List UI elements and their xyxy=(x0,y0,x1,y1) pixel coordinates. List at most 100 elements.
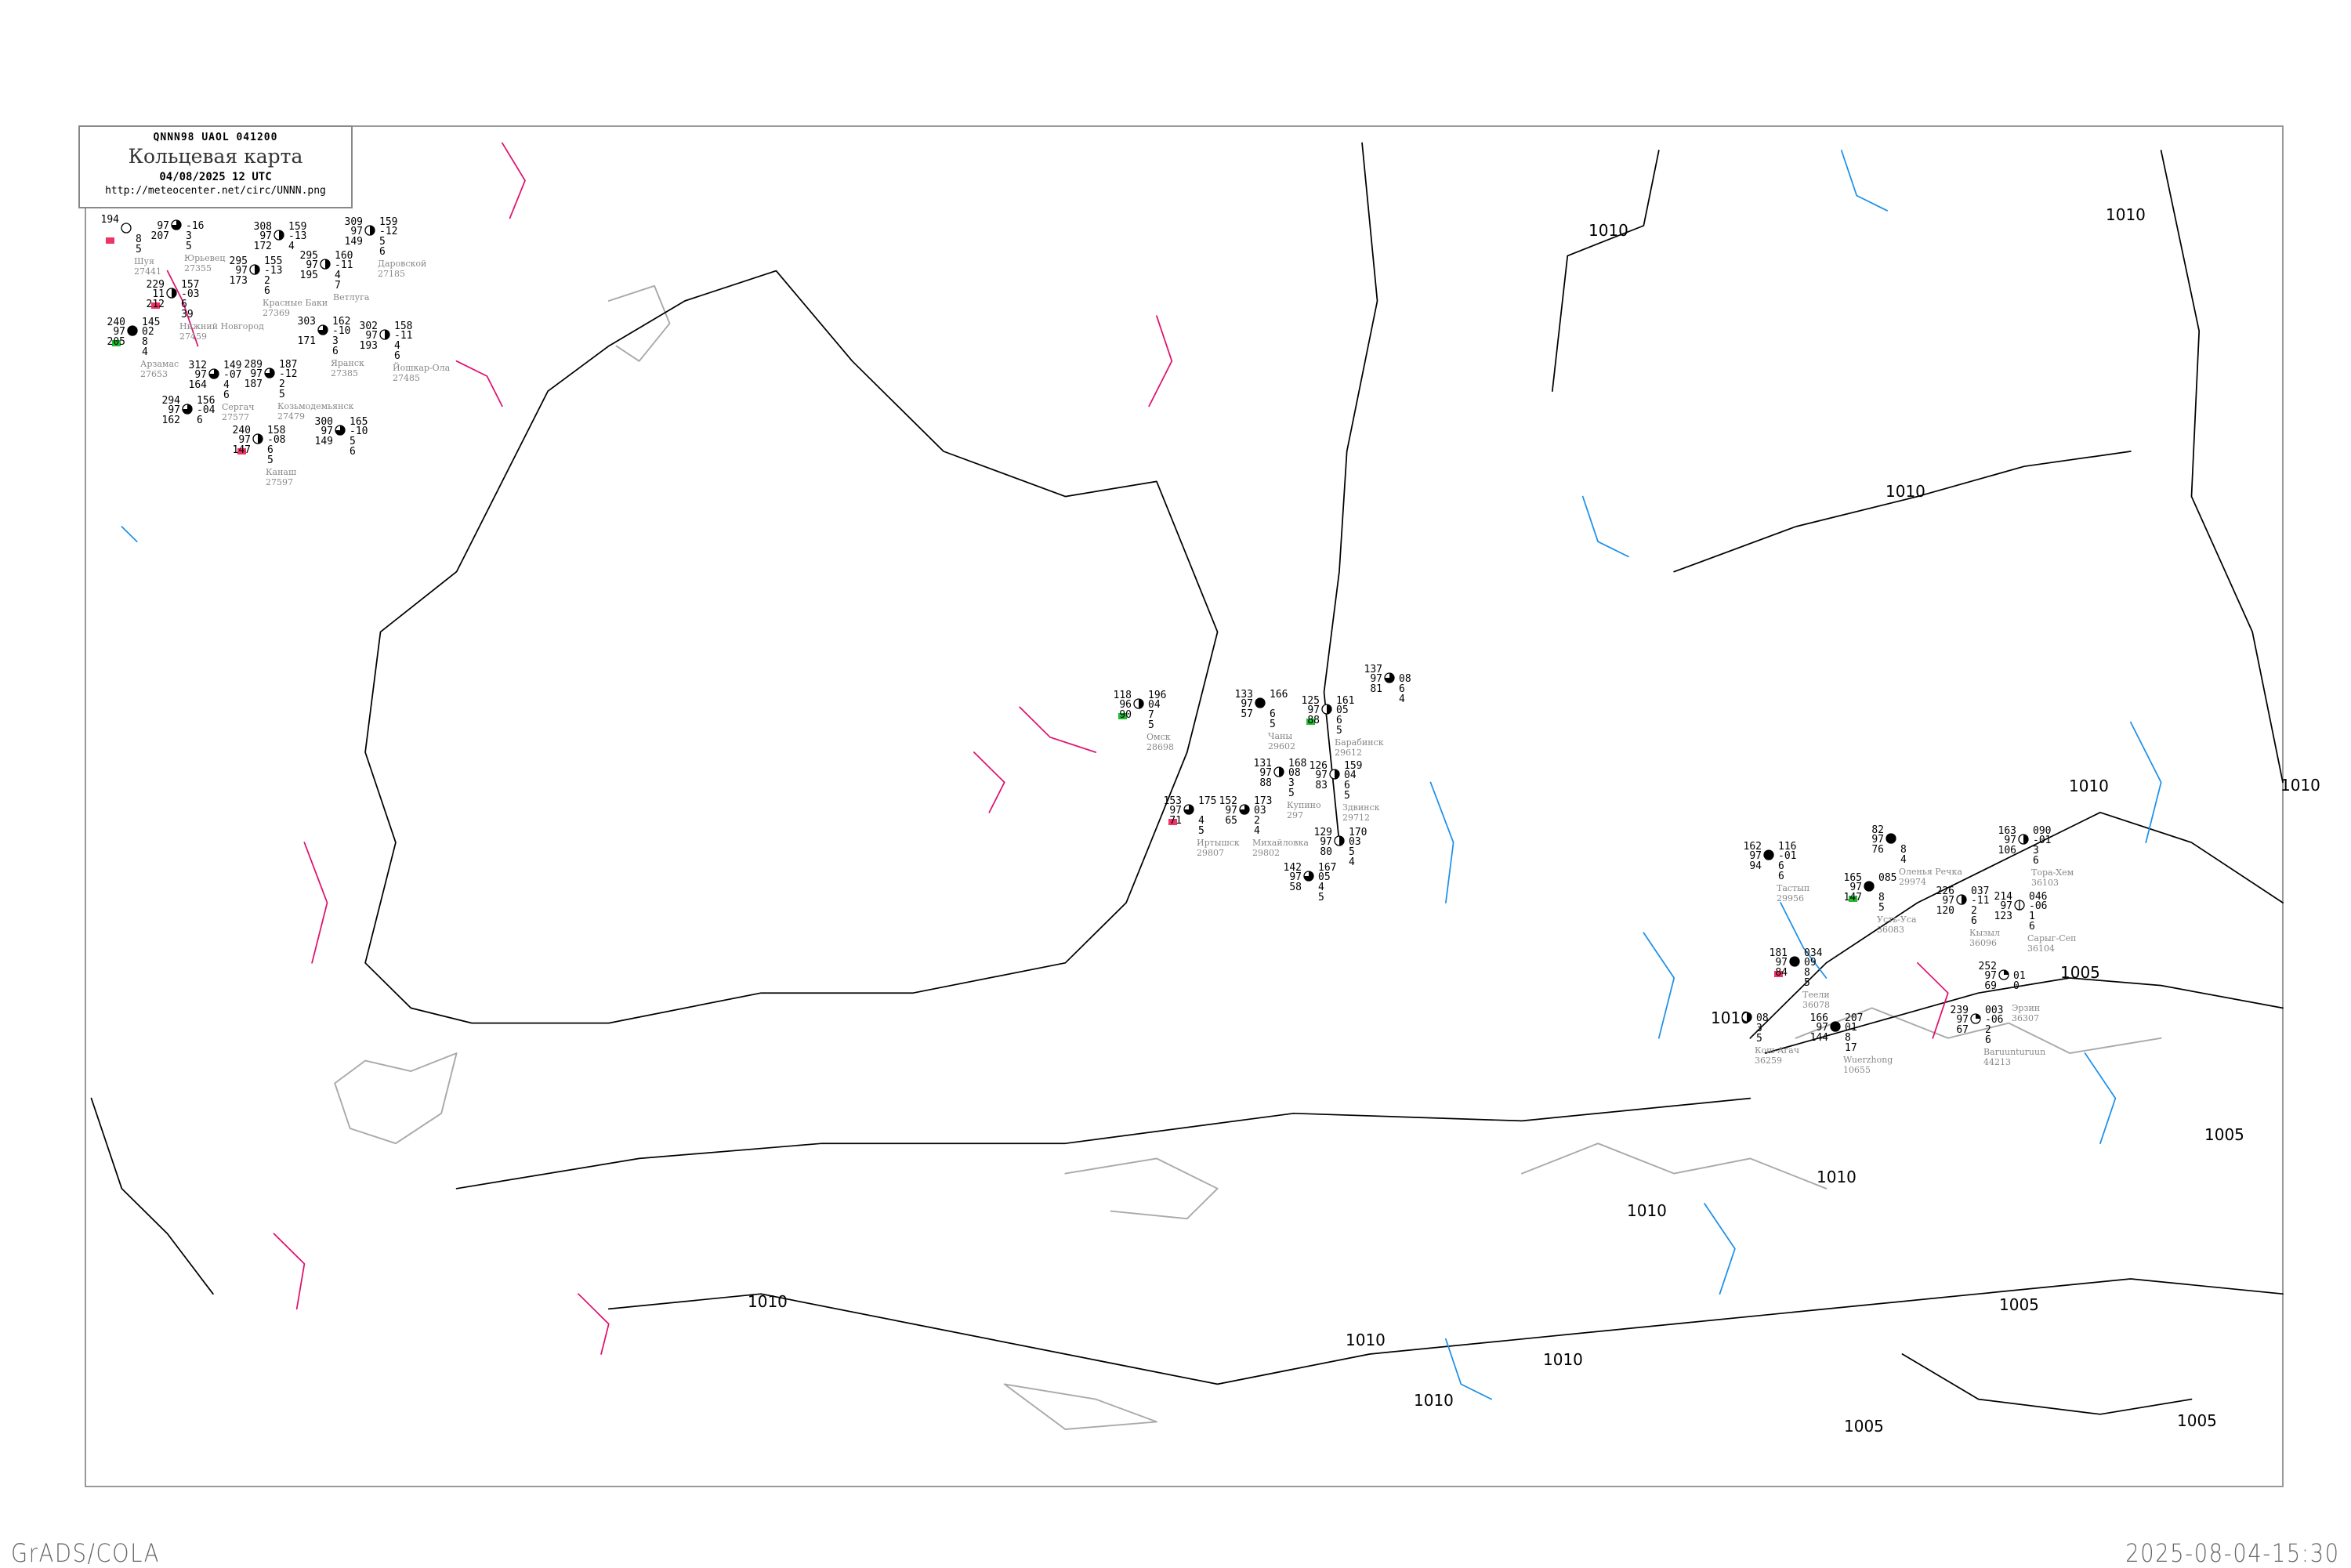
station-value-tr: 162 xyxy=(332,316,350,328)
station-value-ml: 97 xyxy=(1225,805,1237,817)
station-value-bl: 67 xyxy=(1956,1024,1969,1036)
station-name: Чаны xyxy=(1268,731,1292,741)
isobar-label: 1005 xyxy=(2060,963,2100,982)
station-name: Нижний Новгород xyxy=(179,321,264,331)
station-value-r3: 2 xyxy=(279,378,285,390)
station-value-tl: 302 xyxy=(360,320,378,332)
station-id: 36104 xyxy=(2027,943,2055,954)
station-name: Сарыг-Сеп xyxy=(2027,933,2077,943)
station-value-bl: 83 xyxy=(1315,780,1328,791)
station-name: Теели xyxy=(1802,990,1830,1000)
station-value-r4: 6 xyxy=(394,350,400,362)
station-value-r4: 5 xyxy=(1756,1033,1762,1045)
station-id: 27485 xyxy=(393,373,420,383)
station-value-ml: 97 xyxy=(1259,767,1272,779)
station-value-r4: 7 xyxy=(335,280,341,292)
station-value-tl: 300 xyxy=(315,416,333,428)
station-value-r4: 6 xyxy=(1971,915,1977,927)
station-name: Иртышск xyxy=(1197,838,1240,848)
station-value-bl: 84 xyxy=(1775,967,1788,979)
station-value-r3: 4 xyxy=(223,379,230,391)
station-value-bl: 147 xyxy=(1844,892,1862,904)
station-value-r4: 5 xyxy=(1336,725,1342,737)
station-value-r4: 6 xyxy=(1985,1034,1991,1046)
station-value-mr: -11 xyxy=(1971,895,1989,907)
station-value-r4: 6 xyxy=(379,246,386,258)
station-flag-green xyxy=(112,340,121,346)
station-value-tr: 157 xyxy=(181,279,199,291)
station-value-r4: 17 xyxy=(1845,1042,1857,1054)
station-value-mr: -12 xyxy=(279,368,297,380)
station-name: Яранск xyxy=(331,358,364,368)
station-value-bl: 212 xyxy=(147,299,165,310)
generated-timestamp: 2025-08-04-15:30 xyxy=(2125,1538,2340,1568)
station-value-ml: 97 xyxy=(2000,900,2012,912)
station-value-mr: 08 xyxy=(1288,767,1301,779)
station-value-tr: 159 xyxy=(288,221,306,233)
station-value-bl: 94 xyxy=(1749,860,1762,872)
station-value-tl: 125 xyxy=(1302,695,1320,707)
station-value-tr: 155 xyxy=(264,255,282,267)
station-flag-red xyxy=(106,237,114,244)
station-id: 27479 xyxy=(277,411,305,422)
station-value-r3: 6 xyxy=(181,299,187,310)
station-name: Тора-Хем xyxy=(2031,867,2074,878)
station-value-tr: 046 xyxy=(2029,891,2047,903)
station-value-r3: 8 xyxy=(1878,892,1885,904)
isobar-labels: 1010101010101010100510101010100510051005… xyxy=(748,205,2320,1436)
station-value-tr: 166 xyxy=(1270,689,1288,701)
station-value-tr: 173 xyxy=(1254,795,1272,807)
station-value-r4: 5 xyxy=(1270,719,1276,730)
station-value-ml: 97 xyxy=(113,326,125,338)
station-value-bl: 69 xyxy=(1984,980,1997,992)
station-value-tl: 194 xyxy=(101,214,120,226)
station-name: Михайловка xyxy=(1252,838,1309,848)
station-id: 27597 xyxy=(266,477,293,487)
station-name: Канаш xyxy=(266,467,296,477)
station-flag-red xyxy=(1168,819,1177,825)
station-value-tr: 160 xyxy=(335,250,353,262)
station-value-r4: 4 xyxy=(1900,854,1907,866)
station-value-tr: 161 xyxy=(1336,695,1354,707)
station-value-r4: 5 xyxy=(267,454,273,466)
station-value-ml: 97 xyxy=(350,226,363,237)
station-value-tr: 149 xyxy=(223,360,241,371)
isobar-label: 1010 xyxy=(1886,482,1925,501)
station-value-mr: -06 xyxy=(2029,900,2047,912)
station-value-mr: -11 xyxy=(335,259,353,271)
station-value-mr: -16 xyxy=(186,220,204,232)
station-value-r3: 6 xyxy=(1399,683,1405,695)
station-value-ml: 97 xyxy=(1315,770,1328,781)
station-value-bl: 149 xyxy=(315,436,333,447)
station-value-r3: 8 xyxy=(1900,844,1907,856)
station-id: 28698 xyxy=(1147,742,1174,752)
station-value-bl: 207 xyxy=(151,230,169,242)
station-value-ml: 97 xyxy=(1307,704,1320,716)
station-value-tl: 239 xyxy=(1951,1005,1969,1016)
station-value-r4: 5 xyxy=(279,389,285,400)
isobar-label: 1005 xyxy=(2177,1411,2217,1430)
station-value-r3: 6 xyxy=(1778,860,1784,872)
station-value-bl: 172 xyxy=(254,241,272,252)
station-value-r3: 4 xyxy=(394,340,400,352)
station-value-r3: 6 xyxy=(197,415,203,426)
station-value-r3: 4 xyxy=(1198,815,1204,827)
station-value-r3: 5 xyxy=(350,436,356,447)
isobar-label: 1005 xyxy=(2204,1125,2244,1144)
station-value-r3: 0 xyxy=(2013,980,2020,992)
station-id: 29802 xyxy=(1252,848,1280,858)
station-value-bl: 90 xyxy=(1119,709,1132,721)
station-value-tr: 159 xyxy=(1344,760,1362,772)
station-value-tl: 131 xyxy=(1254,758,1272,770)
